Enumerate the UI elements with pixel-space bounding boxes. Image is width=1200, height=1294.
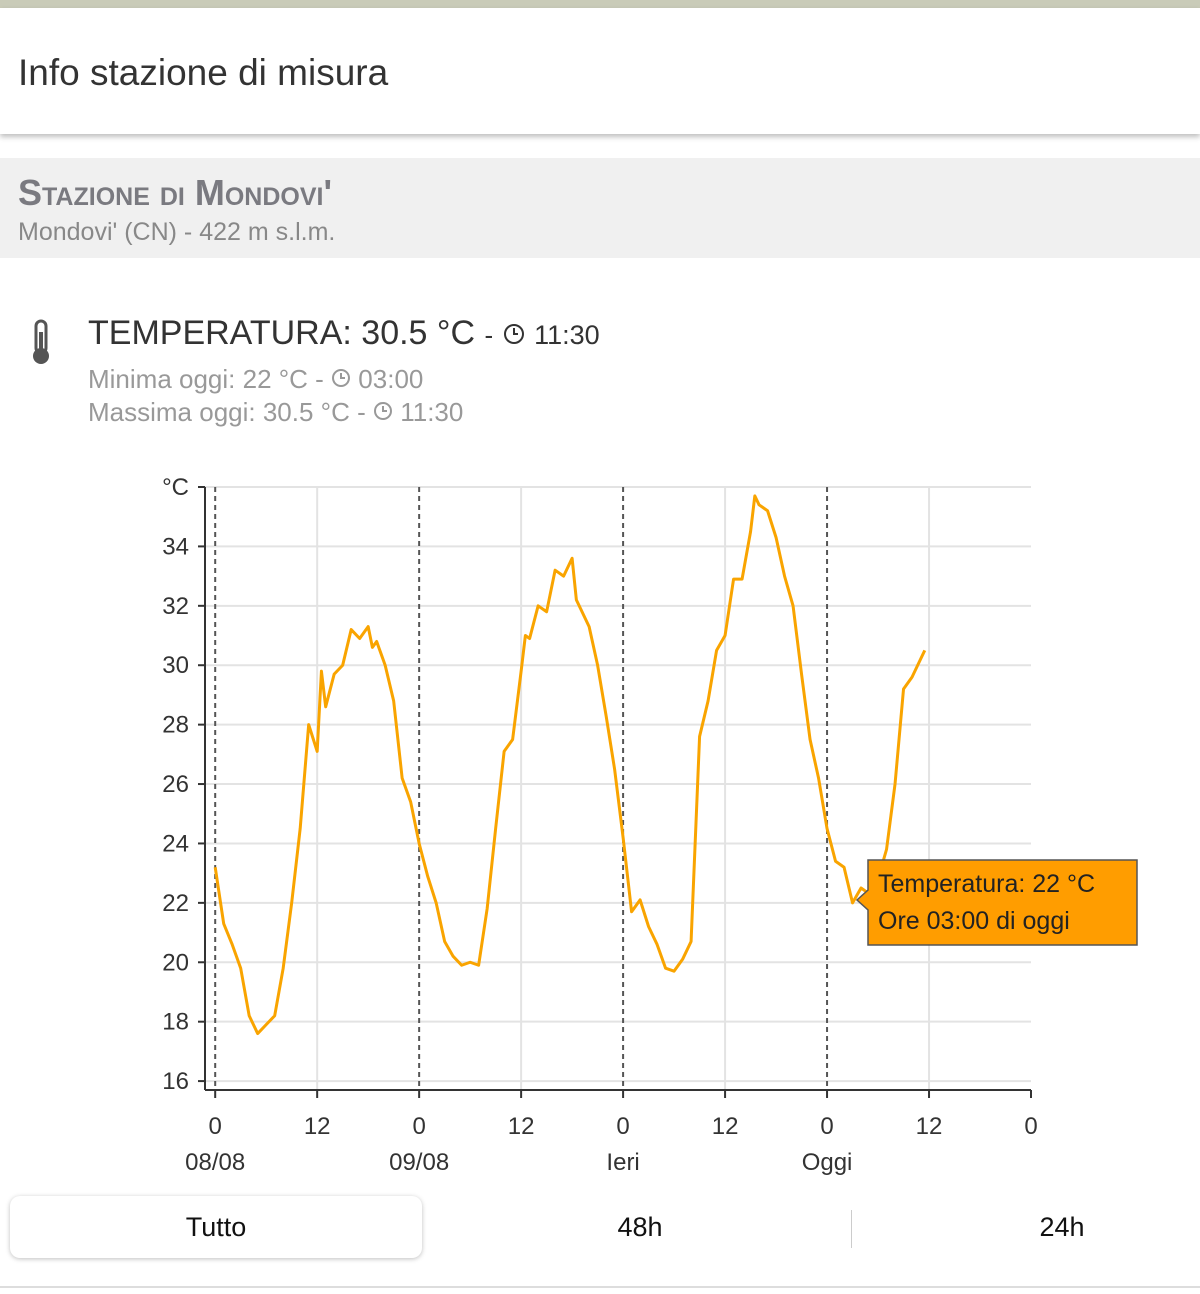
temperature-value: TEMPERATURA: 30.5 °C — [88, 314, 476, 352]
y-tick-label: 28 — [162, 712, 189, 739]
clock-icon — [503, 324, 524, 344]
tooltip: Temperatura: 22 °C Ore 03:00 di oggi — [855, 859, 1138, 946]
bottom-line — [0, 1286, 1200, 1288]
x-tick-label: 0 — [820, 1113, 833, 1140]
x-day-label: Oggi — [802, 1149, 853, 1176]
range-buttons: Tutto 48h 24h — [0, 1192, 1200, 1264]
x-tick-label: 0 — [412, 1113, 425, 1140]
max-text: Massima oggi: 30.5 °C - — [88, 397, 366, 427]
min-time: 03:00 — [358, 364, 424, 394]
x-tick-label: 0 — [1024, 1113, 1037, 1140]
header: Info stazione di misura — [0, 8, 1200, 134]
separator — [851, 1210, 852, 1248]
x-tick-label: 12 — [304, 1113, 331, 1140]
temperature-min: Minima oggi: 22 °C - 03:00 — [88, 364, 423, 395]
clock-icon — [332, 369, 351, 387]
max-time: 11:30 — [400, 397, 464, 427]
y-tick-label: 30 — [162, 652, 189, 679]
y-tick-label: 34 — [162, 533, 189, 560]
y-tick-label: °C — [162, 474, 189, 501]
temperature-time: 11:30 — [534, 320, 600, 350]
x-tick-label: 0 — [616, 1113, 629, 1140]
button-48h[interactable]: 48h — [617, 1212, 663, 1242]
station-name: Stazione di Mondovi' — [18, 172, 333, 213]
y-tick-label: 18 — [162, 1009, 189, 1036]
thermometer-icon — [33, 319, 49, 364]
y-tick-label: 20 — [162, 949, 189, 976]
x-day-label: 09/08 — [389, 1149, 449, 1176]
map-strip — [0, 0, 1200, 8]
x-day-label: Ieri — [606, 1149, 639, 1176]
y-tick-label: 32 — [162, 593, 189, 620]
temperature-max: Massima oggi: 30.5 °C - 11:30 — [88, 397, 463, 428]
min-text: Minima oggi: 22 °C - — [88, 364, 324, 394]
y-tick-label: 16 — [162, 1068, 189, 1095]
line-series — [213, 494, 927, 1036]
button-24h[interactable]: 24h — [1039, 1212, 1085, 1242]
tooltip-text: Ore 03:00 di oggi — [878, 907, 1070, 935]
chart: 16 18 20 22 24 26 28 30 32 34 °C 0 12 0 12 0 12 0 12 0 08/08… — [162, 474, 1138, 1176]
tooltip-box — [855, 859, 1138, 946]
x-tick-label: 12 — [712, 1113, 739, 1140]
header-title: Info stazione di misura — [18, 52, 389, 93]
y-tick-label: 24 — [162, 830, 189, 857]
station-band: Stazione di Mondovi' Mondovi' (CN) - 422… — [0, 158, 1200, 258]
x-day-label: 08/08 — [185, 1149, 245, 1176]
clock-icon — [373, 402, 392, 420]
y-tick-label: 22 — [162, 890, 189, 917]
station-location: Mondovi' (CN) - 422 m s.l.m. — [18, 218, 336, 246]
temperature-main: TEMPERATURA: 30.5 °C - 11:30 — [88, 314, 600, 353]
x-tick-label: 0 — [209, 1113, 222, 1140]
x-tick-label: 12 — [508, 1113, 535, 1140]
y-tick-label: 26 — [162, 771, 189, 798]
x-tick-label: 12 — [916, 1113, 943, 1140]
separator: - — [484, 320, 494, 350]
tooltip-text: Temperatura: 22 °C — [878, 870, 1095, 898]
button-tutto[interactable]: Tutto — [10, 1196, 422, 1258]
